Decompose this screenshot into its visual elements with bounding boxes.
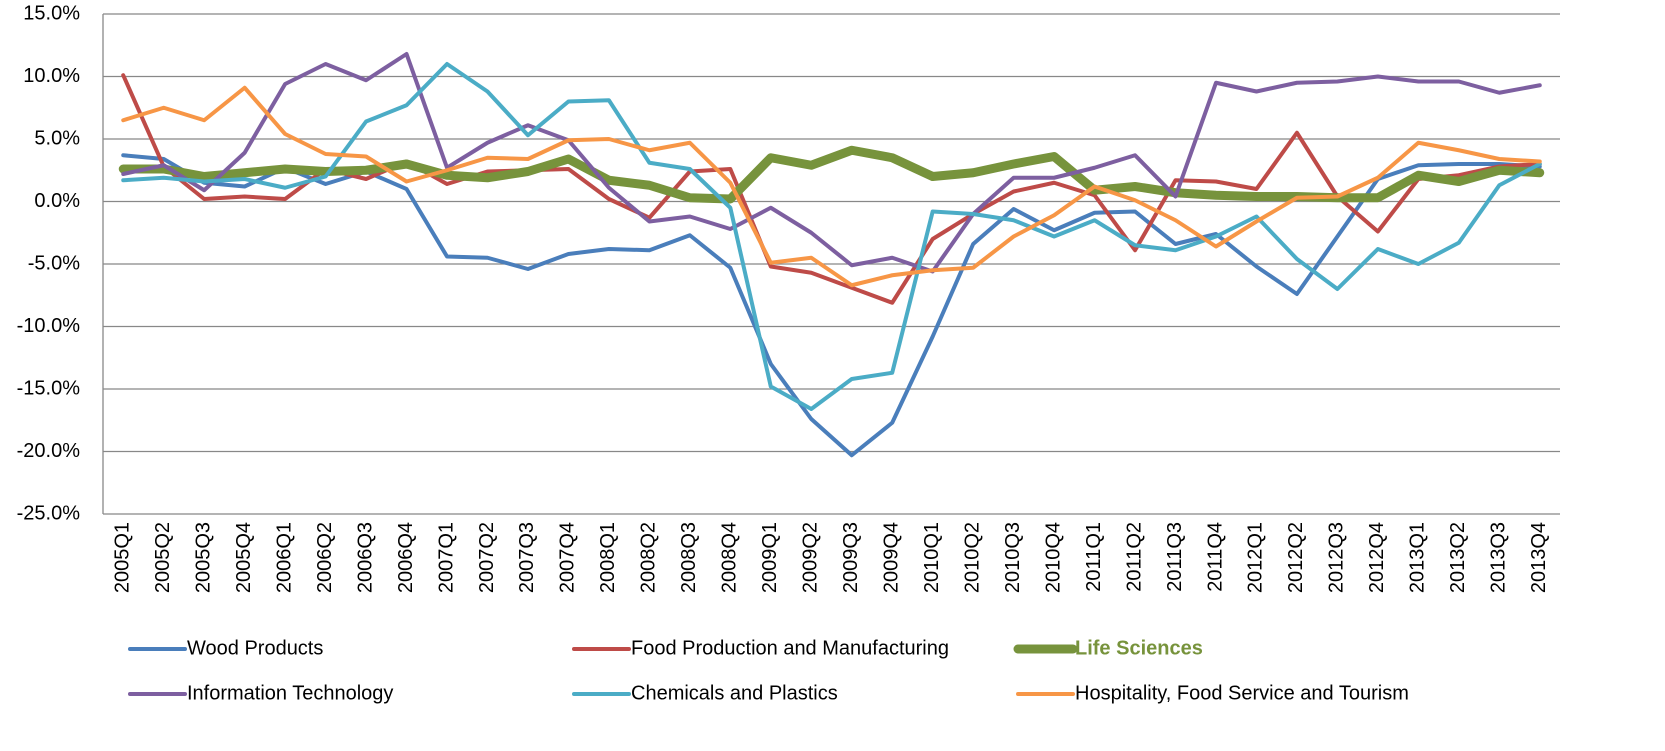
x-tick-label: 2011Q3 bbox=[1164, 522, 1186, 592]
x-tick-label: 2011Q1 bbox=[1083, 522, 1105, 592]
x-tick-label: 2011Q2 bbox=[1123, 522, 1145, 592]
y-tick-label: -20.0% bbox=[17, 440, 81, 462]
legend-label: Hospitality, Food Service and Tourism bbox=[1075, 682, 1409, 704]
x-tick-label: 2006Q3 bbox=[354, 522, 376, 593]
x-tick-label: 2006Q2 bbox=[314, 522, 336, 593]
x-tick-label: 2009Q1 bbox=[759, 522, 781, 593]
y-tick-label: 10.0% bbox=[23, 65, 80, 87]
y-tick-label: 15.0% bbox=[23, 2, 80, 24]
y-tick-label: 0.0% bbox=[34, 190, 80, 212]
x-tick-label: 2008Q4 bbox=[719, 522, 741, 593]
x-tick-label: 2012Q4 bbox=[1366, 522, 1388, 593]
series-line bbox=[118, 145, 1545, 204]
x-tick-label: 2005Q3 bbox=[192, 522, 214, 593]
x-tick-label: 2009Q4 bbox=[880, 522, 902, 593]
series-line bbox=[121, 73, 1542, 305]
series-line bbox=[121, 62, 1542, 411]
legend-label: Life Sciences bbox=[1075, 637, 1203, 659]
x-tick-label: 2013Q3 bbox=[1488, 522, 1510, 593]
x-tick-label: 2005Q4 bbox=[233, 522, 255, 593]
x-tick-label: 2007Q4 bbox=[557, 522, 579, 593]
x-tick-label: 2007Q1 bbox=[435, 522, 457, 593]
series-line bbox=[121, 85, 1542, 288]
legend-label: Information Technology bbox=[187, 682, 393, 704]
legend-label: Chemicals and Plastics bbox=[631, 682, 838, 704]
x-tick-label: 2012Q2 bbox=[1285, 522, 1307, 593]
x-tick-label: 2010Q4 bbox=[1042, 522, 1064, 593]
x-tick-label: 2005Q2 bbox=[152, 522, 174, 593]
legend-label: Wood Products bbox=[187, 637, 323, 659]
y-tick-label: -15.0% bbox=[17, 377, 81, 399]
y-tick-label: -10.0% bbox=[17, 315, 81, 337]
x-tick-label: 2011Q4 bbox=[1204, 522, 1226, 592]
x-tick-label: 2013Q4 bbox=[1528, 522, 1550, 593]
legend-label: Food Production and Manufacturing bbox=[631, 637, 949, 659]
x-tick-label: 2008Q3 bbox=[678, 522, 700, 593]
x-tick-label: 2013Q2 bbox=[1447, 522, 1469, 593]
x-tick-label: 2012Q3 bbox=[1326, 522, 1348, 593]
x-tick-label: 2006Q4 bbox=[395, 522, 417, 593]
x-tick-label: 2012Q1 bbox=[1245, 522, 1267, 593]
y-tick-label: -5.0% bbox=[28, 252, 80, 274]
x-tick-label: 2005Q1 bbox=[112, 522, 134, 593]
x-tick-label: 2007Q2 bbox=[476, 522, 498, 593]
x-tick-label: 2007Q3 bbox=[516, 522, 538, 593]
series-line bbox=[121, 52, 1542, 274]
x-tick-label: 2009Q2 bbox=[800, 522, 822, 593]
x-tick-label: 2008Q2 bbox=[638, 522, 660, 593]
x-tick-label: 2010Q1 bbox=[921, 522, 943, 593]
x-tick-label: 2010Q3 bbox=[1002, 522, 1024, 593]
y-tick-label: -25.0% bbox=[17, 502, 81, 524]
y-tick-label: 5.0% bbox=[34, 127, 80, 149]
x-tick-label: 2008Q1 bbox=[597, 522, 619, 593]
x-tick-label: 2009Q3 bbox=[840, 522, 862, 593]
x-tick-label: 2013Q1 bbox=[1407, 522, 1429, 593]
x-tick-label: 2006Q1 bbox=[273, 522, 295, 593]
x-tick-label: 2010Q2 bbox=[961, 522, 983, 593]
